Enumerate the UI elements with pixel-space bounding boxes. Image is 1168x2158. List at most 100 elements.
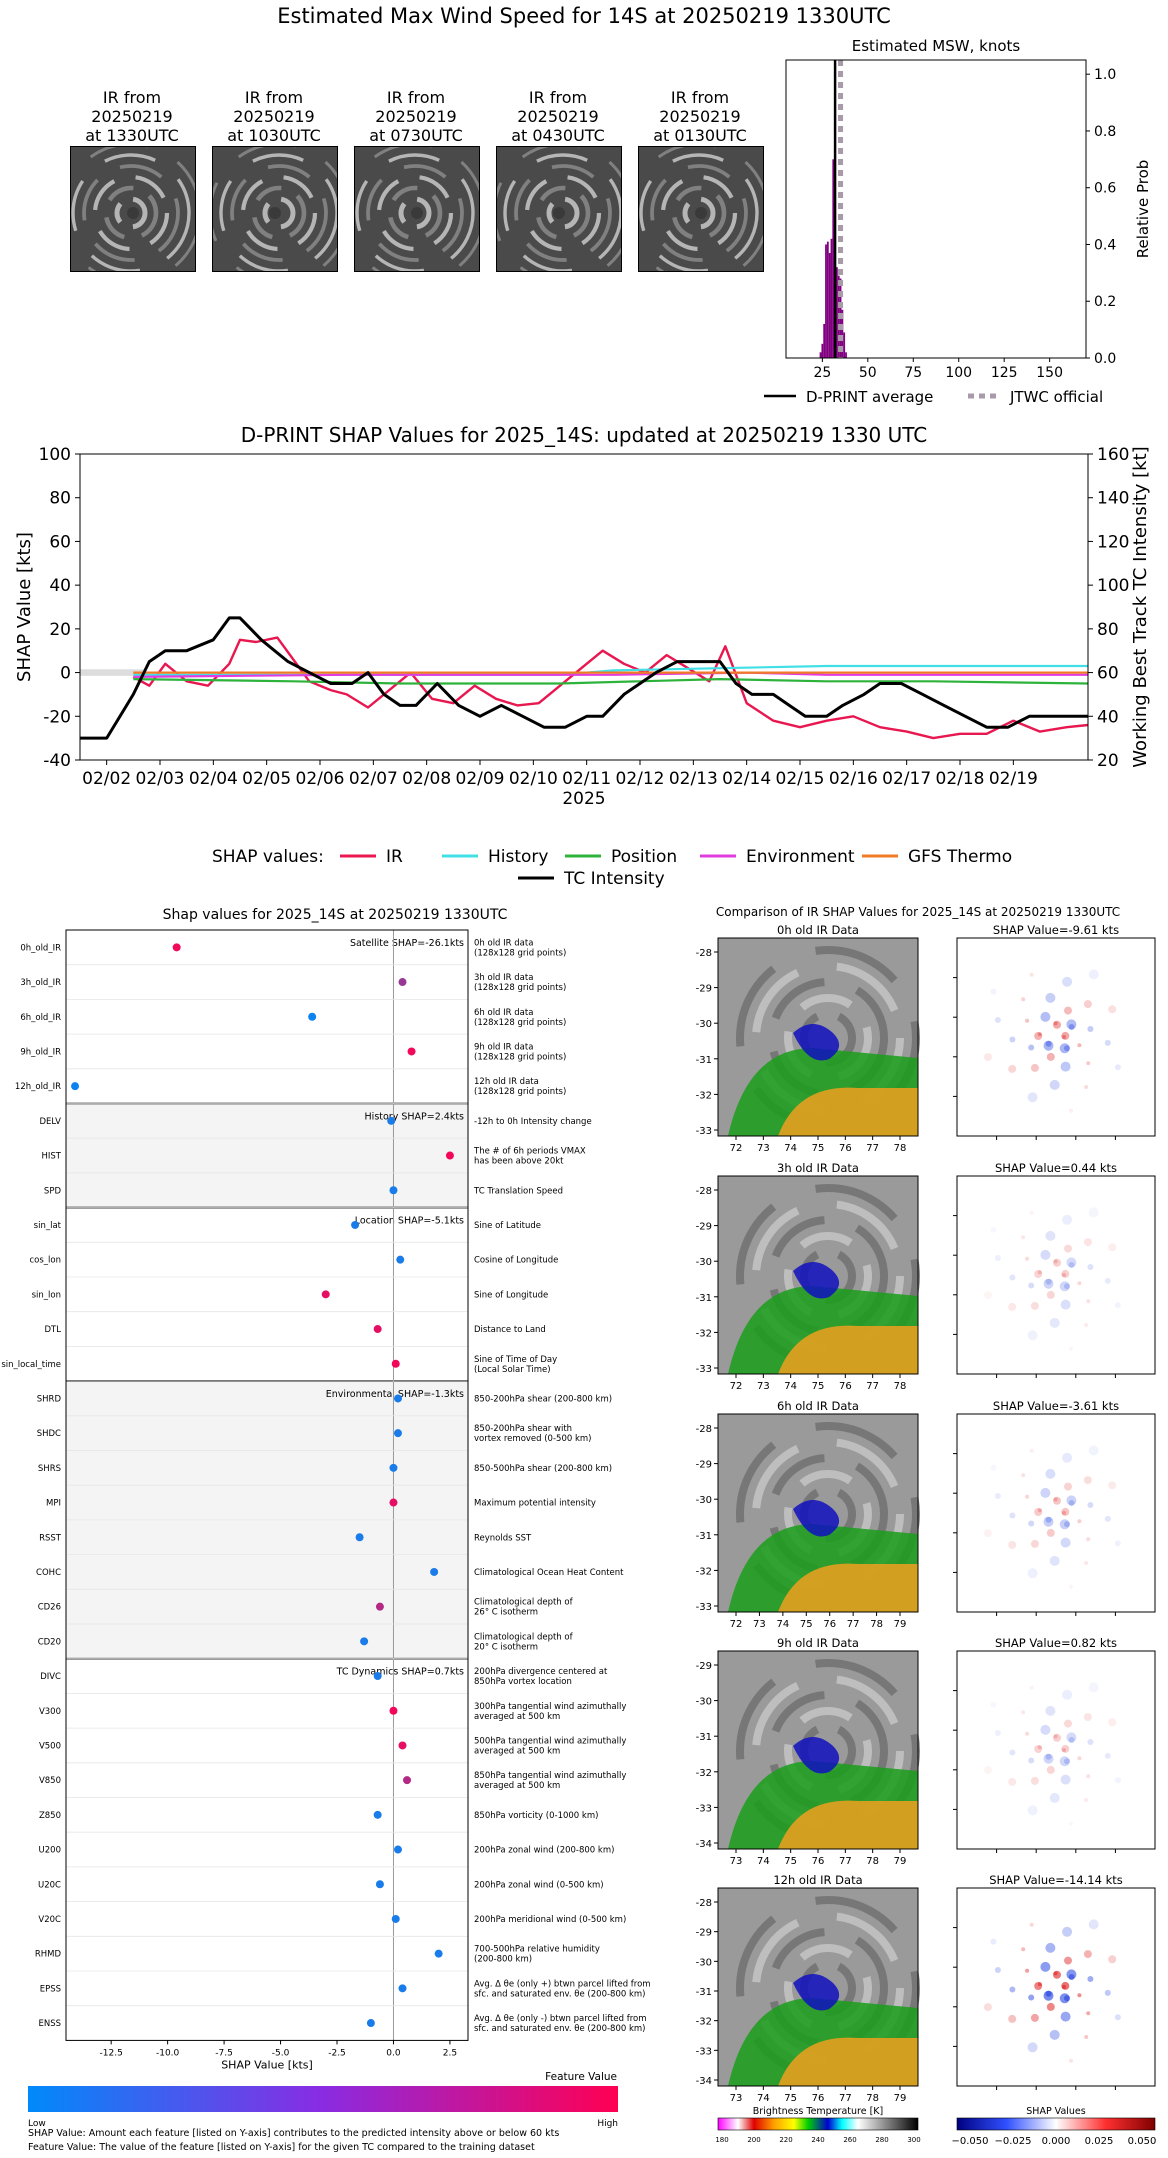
shap-blob [1062,1214,1073,1225]
shap-blob [1008,1302,1017,1311]
ts-legend-label: History [488,847,548,867]
bt-colorbar-tick: 280 [875,2136,888,2144]
shap-colorbar-tick: 0.025 [1085,2136,1114,2147]
hist-xtick-label: 150 [1036,365,1063,381]
shap-colorbar-tick: 0.000 [1042,2136,1071,2147]
ir-convection-orange [778,1800,918,1849]
bt-colorbar [717,2117,919,2131]
shap-blob [1027,1805,1038,1816]
shap-blob [1030,1539,1039,1548]
ir-ytick-label: -29 [696,984,712,995]
shap-blob [1062,1273,1066,1277]
ir-ytick-label: -30 [696,1957,712,1968]
ir-ytick-label: -33 [696,1364,712,1375]
ts-ytick-label: 40 [49,576,71,596]
shap-panel-frame [956,1175,1156,1375]
hist-frame [785,59,1087,359]
ir-swirl [752,1675,904,1827]
thumb-swirl [514,164,612,262]
bee-xtick-label: -10.0 [156,2048,180,2058]
ir-thumb-label: IR from 20250219 at 0130UTC [653,88,747,145]
ir-ytick-label: -30 [696,1019,712,1030]
bee-xtick-label: 2.5 [443,2048,457,2058]
shap-blob [1064,1244,1072,1253]
bee-point [172,943,181,952]
ts-ylabel: SHAP Value [kts] [14,532,35,682]
shap-colorbar [956,2117,1156,2131]
ts-legend-title: SHAP values: [212,847,324,867]
shap-blob [1084,1323,1089,1327]
ir-ytick-label: -30 [696,1495,712,1506]
bee-feature-name: U20C [38,1880,61,1890]
ir-ytick-label: -29 [696,1222,712,1233]
ir-thumb-image [354,146,480,272]
shap-blob [1083,1713,1092,1722]
bee-feature-name: ENSS [38,2019,61,2029]
shap-blob [1077,1043,1082,1048]
shap-blob [994,1017,1001,1023]
bee-feature-desc: Avg. Δ θe (only -) btwn parcel lifted fr… [474,2014,647,2034]
bee-feature-desc: Climatological depth of 26° C isotherm [474,1598,574,1618]
shap-blob [1008,1064,1017,1073]
ts-xtick-label: 02/09 [456,769,505,789]
ir-convection-blue [793,1500,840,1537]
shap-blob [990,1701,997,1708]
bee-point [373,1810,382,1819]
shap-blob [1068,1024,1075,1030]
bee-feature-name: Z850 [39,1811,61,1821]
ir-thumb-image [496,146,622,272]
shap-blob [1114,1302,1121,1309]
ir-shap-comparison: Comparison of IR SHAP Values for 2025_14… [696,905,1157,2147]
ir-convection-orange [778,2037,918,2086]
shap-blob [1059,1281,1070,1292]
shap-blob [1066,1969,1077,1980]
ir-convection-blue [793,1262,840,1299]
msw-histogram-chart: Estimated MSW, knots 25 50 75 100 125 150 0.0 0.… [764,37,1152,406]
ts-legend-label: TC Intensity [563,869,665,889]
shap-blob [1068,1500,1075,1506]
bee-feature-desc: Sine of Longitude [474,1290,548,1300]
ir-thumb-label: IR from 20250219 at 1030UTC [227,88,321,145]
shap-blob [1059,1043,1070,1054]
ir-xtick-label: 75 [800,1619,813,1630]
shap-blob [1008,2014,1017,2023]
bee-feature-name: HIST [42,1152,62,1162]
shap-blob [1088,1445,1099,1456]
shap-blob [1062,1926,1073,1937]
feature-colorbar-high: High [597,2119,618,2129]
shap-blob [1064,1995,1070,2002]
bee-feature-name: sin_lon [32,1290,61,1300]
bt-colorbar-tick: 260 [843,2136,856,2144]
ts-y2tick-label: 60 [1097,664,1119,684]
ir-xtick-label: 79 [894,1856,907,1867]
shap-blob [1025,1494,1030,1499]
hist-bar [825,244,827,358]
hist-title: Estimated MSW, knots [852,37,1021,55]
shap-blob [1064,1482,1072,1491]
bee-feature-desc: 500hPa tangential wind azimuthally averag… [474,1736,626,1756]
shap-blob [1045,1942,1056,1953]
shap-blob [1037,1745,1042,1750]
ts-y2tick-label: 120 [1097,532,1129,552]
ir-ytick-label: -31 [696,1293,712,1304]
shap-blob [1049,1555,1060,1566]
shap-blob [1066,1257,1077,1268]
shap-panel-title: SHAP Value=-9.61 kts [993,923,1119,937]
shap-blob [1030,2013,1039,2022]
ts-ytick-label: 20 [49,620,71,640]
bee-feature-desc: Sine of Latitude [474,1221,541,1231]
ts-y2tick-label: 160 [1097,445,1129,465]
shap-blob [1087,1264,1094,1270]
hist-bar [821,343,824,358]
bee-feature-name: DIVC [40,1672,61,1682]
shap-blob [1043,1040,1054,1051]
ts-y2tick-label: 140 [1097,489,1129,509]
thumb-swirl [262,196,296,230]
shap-blob [1043,1516,1054,1527]
shap-blob [1046,1528,1055,1537]
ts-xtick-label: 02/03 [136,769,185,789]
shap-blob [990,988,997,995]
shap-blob [1029,1448,1034,1453]
ts-title: D-PRINT SHAP Values for 2025_14S: update… [241,423,928,447]
shap-blob [1083,1950,1092,1959]
